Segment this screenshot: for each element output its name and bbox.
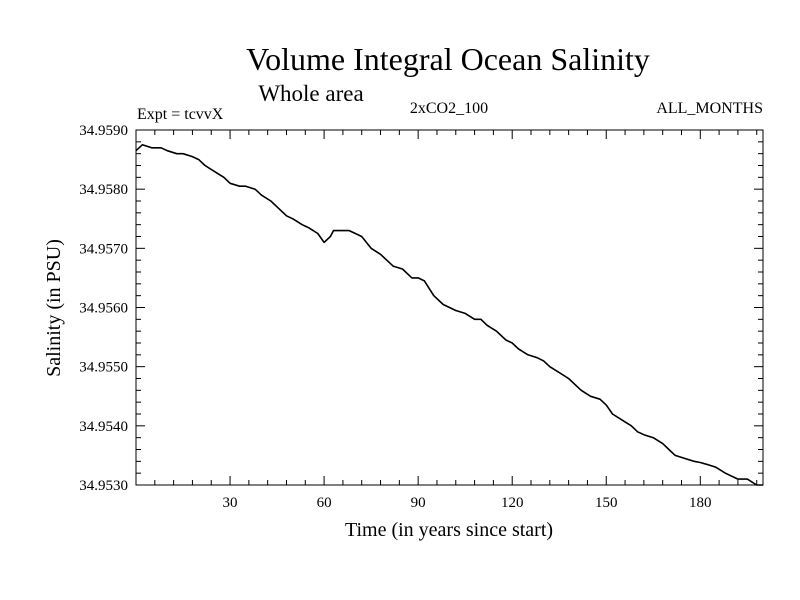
y-tick-label: 34.9530 <box>79 478 128 494</box>
y-tick-label: 34.9540 <box>79 419 128 435</box>
y-axis-ticks: 34.9530 34.9540 34.9550 34.9560 34.9570 34.95… <box>79 123 763 494</box>
series-layer <box>135 144 763 486</box>
x-tick-label: 30 <box>223 495 238 511</box>
x-tick-label: 60 <box>317 495 332 511</box>
y-tick-label: 34.9550 <box>79 360 128 376</box>
chart-title: Volume Integral Ocean Salinity <box>246 41 650 77</box>
y-tick-label: 34.9560 <box>79 301 128 317</box>
x-axis-label: Time (in years since start) <box>345 519 553 541</box>
annotation-months: ALL_MONTHS <box>656 100 763 117</box>
chart-subtitle: Whole area <box>258 81 363 106</box>
y-axis-label: Salinity (in PSU) <box>43 239 65 377</box>
y-tick-label: 34.9590 <box>79 123 128 139</box>
x-tick-label: 120 <box>501 495 524 511</box>
annotation-experiment: Expt = tcvvX <box>137 106 224 123</box>
y-tick-label: 34.9580 <box>79 182 128 198</box>
x-tick-label: 180 <box>689 495 712 511</box>
x-tick-label: 150 <box>595 495 618 511</box>
series-line-salinity <box>135 144 763 486</box>
x-tick-label: 90 <box>411 495 426 511</box>
x-axis-ticks: 30 60 90 120 150 180 <box>154 130 758 511</box>
annotation-scenario: 2xCO2_100 <box>410 100 488 117</box>
y-tick-label: 34.9570 <box>79 241 128 257</box>
